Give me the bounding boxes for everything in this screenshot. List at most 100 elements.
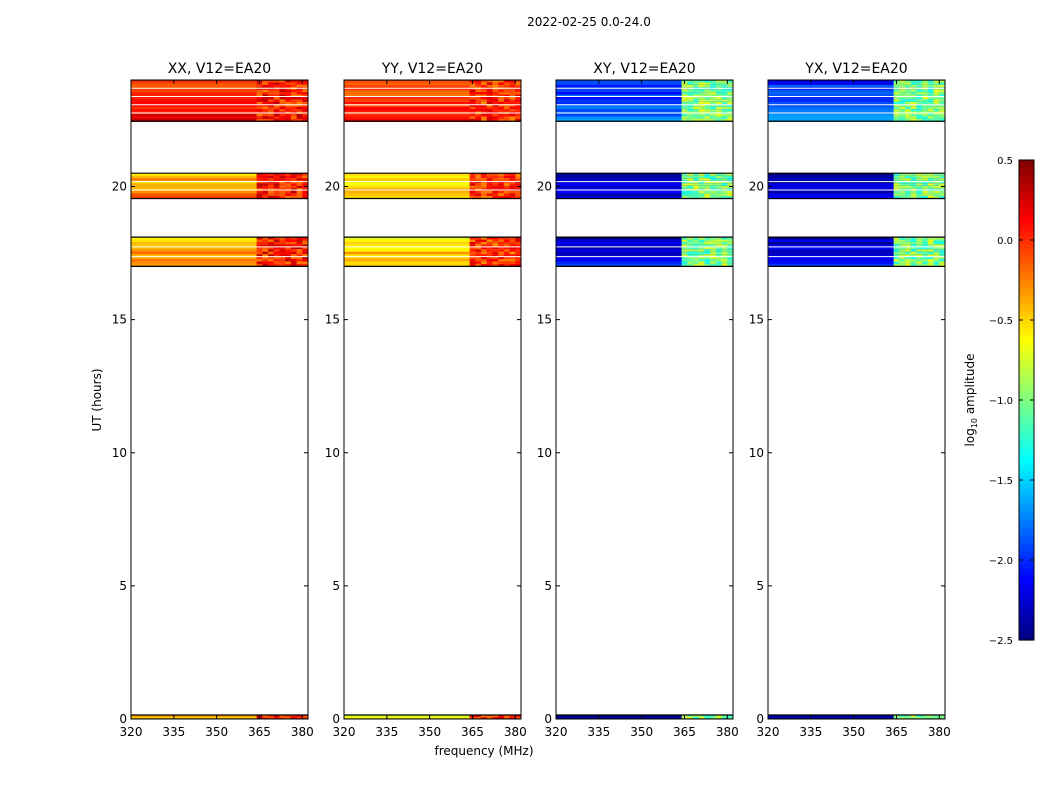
heat-cell <box>503 96 510 101</box>
heat-cell <box>704 99 711 103</box>
heat-cell <box>285 259 292 263</box>
heat-cell <box>715 249 722 253</box>
heat-cell <box>273 82 280 86</box>
heat-cell <box>693 175 700 179</box>
heat-cell <box>704 180 711 184</box>
heat-cell <box>475 113 482 118</box>
heat-cell <box>503 190 510 195</box>
heat-cell <box>704 175 711 179</box>
heat-cell <box>515 193 521 197</box>
heat-cell <box>492 101 499 105</box>
heat-cell <box>927 173 934 177</box>
heat-cell <box>302 106 308 110</box>
heat-cell <box>469 175 476 179</box>
heat-cell <box>893 173 900 177</box>
heat-cell <box>344 87 521 91</box>
heat-cell <box>939 116 945 120</box>
x-tick-label: 380 <box>291 725 314 739</box>
heat-cell <box>503 175 510 179</box>
heat-cell <box>475 80 482 84</box>
heat-cell <box>704 89 711 93</box>
heat-cell <box>515 259 521 263</box>
colorbar-cell <box>1019 204 1034 209</box>
heat-cell <box>279 82 286 86</box>
heat-cell <box>131 84 308 88</box>
heat-cell <box>296 256 303 260</box>
heat-cell <box>279 180 286 184</box>
heat-cell <box>681 244 688 248</box>
heat-cell <box>687 251 694 255</box>
heat-cell <box>509 92 516 96</box>
colorbar-cell <box>1019 388 1034 393</box>
heat-cell <box>693 261 700 265</box>
heat-cell <box>727 178 733 182</box>
heat-cell <box>296 173 303 177</box>
heat-cell <box>273 173 280 177</box>
heat-cell <box>296 82 303 86</box>
heat-cell <box>475 180 482 184</box>
heat-cell <box>715 92 722 96</box>
heat-cell <box>302 104 308 108</box>
heat-cell <box>727 96 733 101</box>
heat-cell <box>687 249 694 253</box>
heat-cell <box>933 104 940 108</box>
heat-cell <box>899 185 906 189</box>
heat-cell <box>721 193 728 197</box>
heat-cell <box>279 96 286 101</box>
x-tick-label: 320 <box>120 725 143 739</box>
heat-cell <box>916 263 923 267</box>
heat-cell <box>727 193 733 197</box>
heat-cell <box>344 237 521 241</box>
heat-cell <box>721 241 728 246</box>
heat-cell <box>768 80 945 84</box>
heat-cell <box>698 254 705 258</box>
heat-cell <box>933 113 940 118</box>
heat-cell <box>285 193 292 197</box>
heat-cell <box>698 92 705 96</box>
heat-cell <box>515 87 521 91</box>
heat-cell <box>910 87 917 91</box>
heat-cell <box>893 244 900 248</box>
panel-frame <box>767 79 946 720</box>
heat-cell <box>515 92 521 96</box>
heat-cell <box>710 717 717 719</box>
heat-cell <box>715 237 722 241</box>
heat-cell <box>687 256 694 260</box>
heat-cell <box>916 82 923 86</box>
heat-cell <box>344 92 521 96</box>
heat-cell <box>481 87 488 91</box>
heat-cell <box>899 101 906 105</box>
heat-cell <box>268 89 275 93</box>
heat-cell <box>481 116 488 120</box>
heat-cell <box>268 715 275 718</box>
heat-cell <box>302 249 308 253</box>
heat-cell <box>344 254 521 258</box>
heat-cell <box>893 96 900 101</box>
heat-cell <box>939 109 945 113</box>
heat-cell <box>927 183 934 187</box>
heat-cell <box>927 87 934 91</box>
heat-cell <box>693 193 700 197</box>
heat-cell <box>486 244 493 248</box>
heat-cell <box>916 241 923 246</box>
heat-cell <box>905 190 912 195</box>
heat-cell <box>768 193 945 197</box>
heat-cell <box>256 106 263 110</box>
heat-cell <box>256 92 263 96</box>
heat-cell <box>715 106 722 110</box>
colorbar-cell <box>1019 224 1034 229</box>
heat-cell <box>279 239 286 243</box>
heat-cell <box>927 116 934 120</box>
heat-cell <box>302 185 308 189</box>
heat-cell <box>296 92 303 96</box>
heat-cell <box>916 246 923 250</box>
x-tick-label: 320 <box>333 725 356 739</box>
heat-cell <box>715 113 722 118</box>
heat-cell <box>916 99 923 103</box>
heat-cell <box>509 193 516 197</box>
heat-cell <box>515 254 521 258</box>
colorbar-cell <box>1019 316 1034 321</box>
heat-cell <box>698 178 705 182</box>
heat-cell <box>509 84 516 88</box>
heat-cell <box>710 183 717 187</box>
